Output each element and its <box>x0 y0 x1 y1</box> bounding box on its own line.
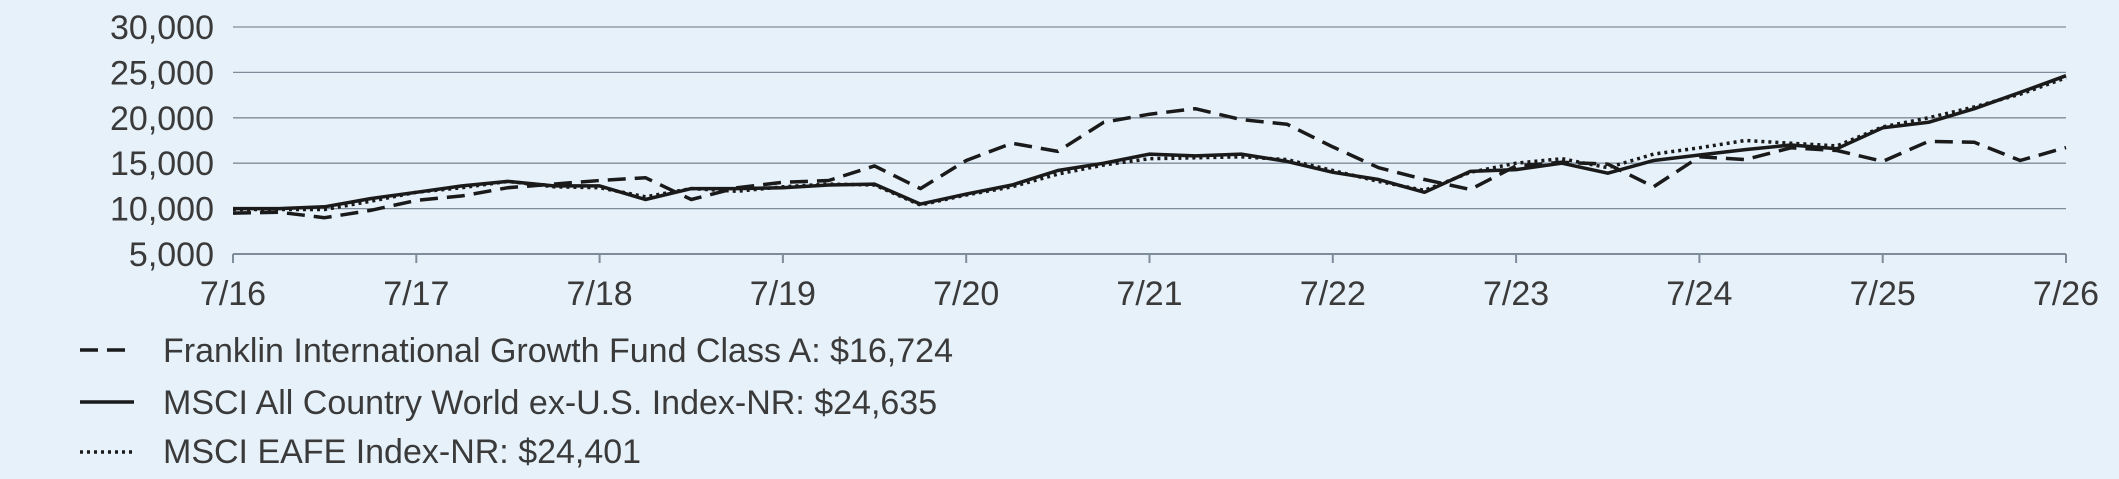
y-tick-label: 20,000 <box>110 100 214 138</box>
series-msci-acwi-line <box>233 74 2067 211</box>
y-tick-label: 25,000 <box>110 54 214 92</box>
x-tick-label: 7/25 <box>1850 275 1916 313</box>
x-tick-label: 7/24 <box>1666 275 1732 313</box>
legend-item-msci-eafe: MSCI EAFE Index-NR: $24,401 <box>80 433 641 471</box>
y-tick-label: 15,000 <box>110 145 214 183</box>
y-tick-label: 5,000 <box>129 236 214 274</box>
grid-layer <box>232 26 2067 263</box>
x-tick-label: 7/20 <box>933 275 999 313</box>
x-tick-label: 7/19 <box>750 275 816 313</box>
x-tick-label: 7/17 <box>383 275 449 313</box>
y-tick-label: 10,000 <box>110 191 214 229</box>
x-tick-label: 7/16 <box>200 275 266 313</box>
x-tick-label: 7/18 <box>567 275 633 313</box>
legend-label-msci-acwi: MSCI All Country World ex-U.S. Index-NR:… <box>163 384 937 422</box>
legend-item-franklin: Franklin International Growth Fund Class… <box>80 332 953 370</box>
legend-label-franklin: Franklin International Growth Fund Class… <box>163 332 953 370</box>
series-msci-eafe-line <box>233 76 2067 212</box>
x-tick-label: 7/23 <box>1483 275 1549 313</box>
x-tick-label: 7/26 <box>2033 275 2099 313</box>
legend: Franklin International Growth Fund Class… <box>80 332 953 471</box>
x-tick-label: 7/21 <box>1116 275 1182 313</box>
y-tick-label: 30,000 <box>110 9 214 47</box>
x-tick-label: 7/22 <box>1300 275 1366 313</box>
series-layer <box>232 74 2067 220</box>
y-tick-labels: 5,000 10,000 15,000 20,000 25,000 30,000 <box>110 9 214 274</box>
x-tick-labels: 7/16 7/17 7/18 7/19 7/20 7/21 7/22 7/23 7/24 7/25… <box>200 275 2099 313</box>
legend-label-msci-eafe: MSCI EAFE Index-NR: $24,401 <box>163 433 641 471</box>
legend-item-msci-acwi: MSCI All Country World ex-U.S. Index-NR:… <box>80 384 937 422</box>
